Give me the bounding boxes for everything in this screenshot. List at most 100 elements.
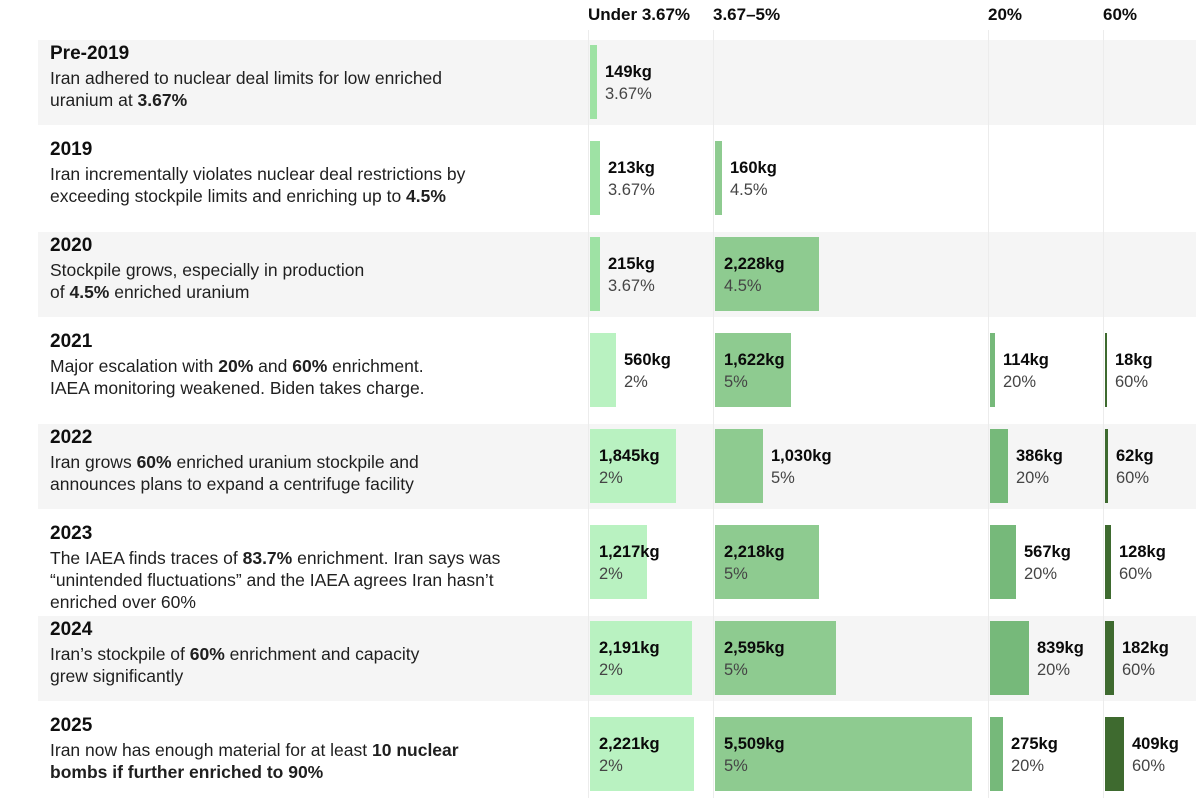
bar-value-label: 1,845kg 2% bbox=[599, 445, 660, 489]
bar-pct-label: 3.67% bbox=[605, 85, 652, 103]
bar-pct-label: 5% bbox=[771, 469, 795, 487]
row-text-block: Pre-2019 Iran adhered to nuclear deal lim… bbox=[50, 42, 585, 111]
row-text-block: 2019 Iran incrementally violates nuclear … bbox=[50, 138, 585, 207]
stockpile-bar bbox=[1105, 621, 1114, 695]
description-bold-segment: 60% bbox=[136, 452, 172, 472]
stockpile-bar bbox=[1105, 717, 1124, 791]
row-year-label: 2025 bbox=[50, 715, 93, 736]
timeline-row: 2023 The IAEA finds traces of 83.7% enric… bbox=[0, 515, 1200, 613]
stockpile-bar bbox=[590, 333, 616, 407]
description-bold-segment: 4.5% bbox=[69, 282, 110, 302]
bar-kg-label: 5,509kg bbox=[724, 735, 785, 753]
stockpile-bar bbox=[990, 429, 1008, 503]
row-stripe-background bbox=[38, 232, 1196, 317]
bar-value-label: 18kg 60% bbox=[1115, 349, 1153, 393]
bar-kg-label: 560kg bbox=[624, 351, 671, 369]
stockpile-bar bbox=[1105, 333, 1107, 407]
timeline-row: 2025 Iran now has enough material for at … bbox=[0, 707, 1200, 803]
description-segment: enrichment and capacity grew significant… bbox=[50, 644, 420, 686]
bar-value-label: 386kg 20% bbox=[1016, 445, 1063, 489]
bar-kg-label: 1,845kg bbox=[599, 447, 660, 465]
bar-value-label: 114kg 20% bbox=[1003, 349, 1049, 393]
bar-kg-label: 2,191kg bbox=[599, 639, 660, 657]
stockpile-bar bbox=[590, 429, 676, 503]
bar-value-label: 160kg 4.5% bbox=[730, 157, 777, 201]
bar-pct-label: 60% bbox=[1119, 565, 1153, 583]
bar-kg-label: 114kg bbox=[1003, 351, 1049, 369]
stockpile-bar bbox=[590, 237, 600, 311]
column-gridline bbox=[988, 30, 989, 798]
column-header-20: 20% bbox=[988, 5, 1023, 24]
description-bold-segment: 83.7% bbox=[242, 548, 293, 568]
stockpile-bar bbox=[590, 45, 597, 119]
stockpile-bar bbox=[590, 141, 600, 215]
description-segment: enrichment. Iran says was “unintended fl… bbox=[50, 548, 501, 612]
row-description: Iran grows 60% enriched uranium stockpil… bbox=[50, 451, 585, 495]
description-bold-segment: 60% bbox=[189, 644, 225, 664]
bar-pct-label: 20% bbox=[1024, 565, 1058, 583]
bar-kg-label: 1,217kg bbox=[599, 543, 660, 561]
bar-value-label: 2,218kg 5% bbox=[724, 541, 785, 585]
bar-pct-label: 20% bbox=[1016, 469, 1050, 487]
row-description: Stockpile grows, especially in productio… bbox=[50, 259, 585, 303]
column-gridline bbox=[1103, 30, 1104, 798]
description-segment: Iran adhered to nuclear deal limits for … bbox=[50, 68, 443, 110]
description-segment: Major escalation with bbox=[50, 356, 219, 376]
bar-pct-label: 5% bbox=[724, 373, 748, 391]
bar-value-label: 409kg 60% bbox=[1132, 733, 1179, 777]
description-segment: The IAEA finds traces of bbox=[50, 548, 243, 568]
timeline-row: 2024 Iran’s stockpile of 60% enrichment a… bbox=[0, 611, 1200, 707]
bar-value-label: 1,622kg 5% bbox=[724, 349, 785, 393]
timeline-row: Pre-2019 Iran adhered to nuclear deal lim… bbox=[0, 35, 1200, 131]
bar-value-label: 2,228kg 4.5% bbox=[724, 253, 785, 297]
bar-pct-label: 2% bbox=[599, 757, 623, 775]
row-year-label: Pre-2019 bbox=[50, 43, 130, 64]
bar-pct-label: 3.67% bbox=[608, 277, 655, 295]
bar-kg-label: 18kg bbox=[1115, 351, 1153, 369]
stockpile-bar bbox=[990, 525, 1016, 599]
bar-kg-label: 386kg bbox=[1016, 447, 1063, 465]
bar-pct-label: 4.5% bbox=[730, 181, 768, 199]
bar-pct-label: 20% bbox=[1003, 373, 1037, 391]
bar-kg-label: 128kg bbox=[1119, 543, 1166, 561]
stockpile-bar bbox=[715, 429, 763, 503]
bar-kg-label: 213kg bbox=[608, 159, 655, 177]
stockpile-bar bbox=[590, 525, 647, 599]
row-text-block: 2024 Iran’s stockpile of 60% enrichment a… bbox=[50, 618, 585, 687]
description-bold-segment: 3.67% bbox=[137, 90, 188, 110]
bar-pct-label: 5% bbox=[724, 661, 748, 679]
description-segment: Iran’s stockpile of bbox=[50, 644, 190, 664]
bar-pct-label: 5% bbox=[724, 565, 748, 583]
row-description: Iran adhered to nuclear deal limits for … bbox=[50, 67, 585, 111]
description-bold-segment: 60% bbox=[292, 356, 328, 376]
bar-value-label: 215kg 3.67% bbox=[608, 253, 655, 297]
bar-pct-label: 2% bbox=[599, 565, 623, 583]
stockpile-bar bbox=[715, 525, 819, 599]
row-description: Iran incrementally violates nuclear deal… bbox=[50, 163, 585, 207]
timeline-rows: Pre-2019 Iran adhered to nuclear deal lim… bbox=[0, 35, 1200, 803]
stockpile-bar bbox=[715, 333, 791, 407]
row-text-block: 2023 The IAEA finds traces of 83.7% enric… bbox=[50, 522, 585, 613]
stockpile-bar bbox=[990, 621, 1029, 695]
row-year-label: 2024 bbox=[50, 619, 93, 640]
description-segment: Stockpile grows, especially in productio… bbox=[50, 260, 365, 302]
bar-value-label: 2,221kg 2% bbox=[599, 733, 660, 777]
bar-value-label: 2,191kg 2% bbox=[599, 637, 660, 681]
stockpile-bar bbox=[715, 621, 836, 695]
bar-value-label: 1,030kg 5% bbox=[771, 445, 832, 489]
bar-kg-label: 1,622kg bbox=[724, 351, 785, 369]
bar-value-label: 2,595kg 5% bbox=[724, 637, 785, 681]
row-year-label: 2020 bbox=[50, 235, 93, 256]
description-segment: enriched uranium stockpile and announces… bbox=[50, 452, 419, 494]
row-description: Iran now has enough material for at leas… bbox=[50, 739, 585, 783]
bar-kg-label: 182kg bbox=[1122, 639, 1169, 657]
column-header-3-67-5: 3.67–5% bbox=[713, 5, 781, 24]
bar-value-label: 1,217kg 2% bbox=[599, 541, 660, 585]
timeline-row: 2019 Iran incrementally violates nuclear … bbox=[0, 131, 1200, 227]
bar-kg-label: 160kg bbox=[730, 159, 777, 177]
bar-kg-label: 567kg bbox=[1024, 543, 1071, 561]
stockpile-bar bbox=[590, 621, 692, 695]
bar-kg-label: 275kg bbox=[1011, 735, 1058, 753]
description-bold-segment: 4.5% bbox=[406, 186, 446, 206]
